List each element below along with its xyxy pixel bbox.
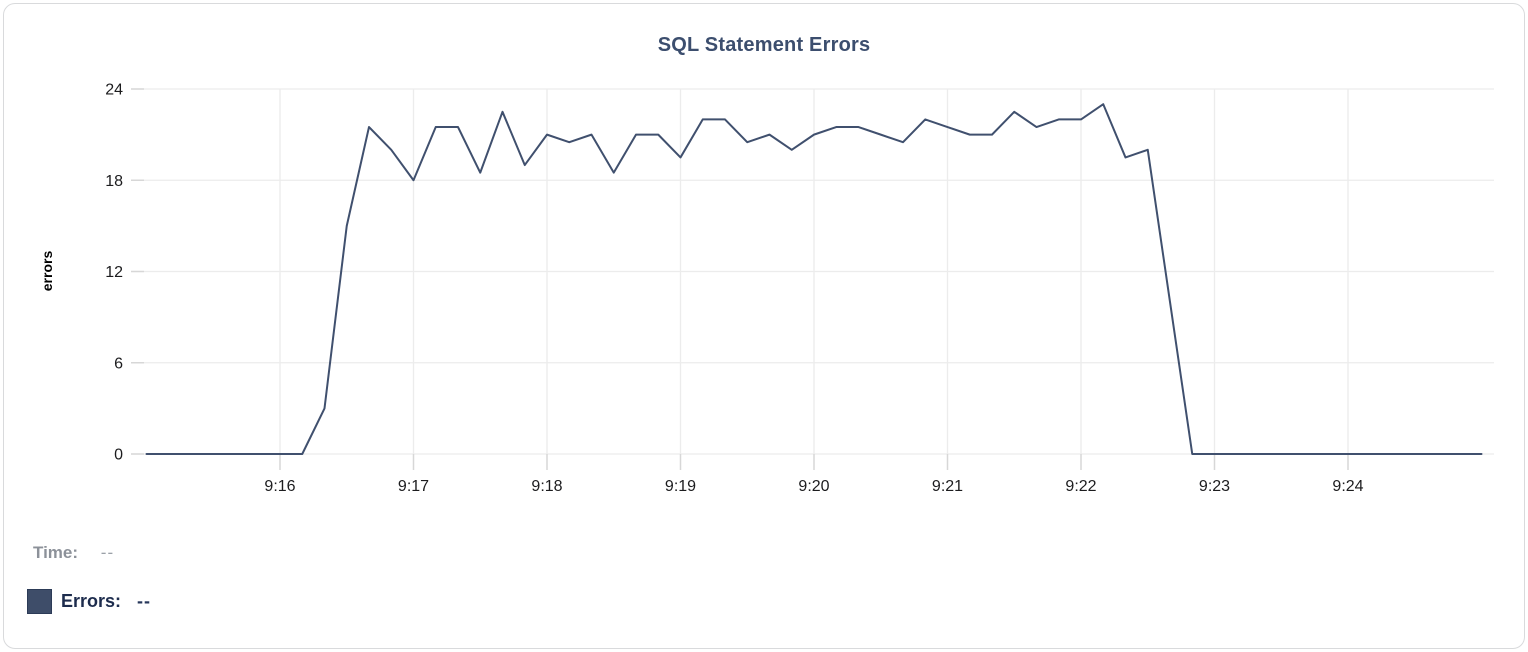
legend-errors-row[interactable]: Errors: -- <box>27 589 151 614</box>
legend-time-row: Time: -- <box>33 543 114 563</box>
legend-errors-label: Errors: <box>61 591 122 611</box>
legend-time-label: Time: <box>33 543 79 562</box>
x-axis-tick-label: 9:18 <box>531 478 562 495</box>
y-axis-tick-label: 18 <box>105 173 123 190</box>
y-axis-tick-label: 0 <box>114 447 123 464</box>
chart-title-text: SQL Statement Errors <box>657 34 871 56</box>
x-axis-tick-label: 9:17 <box>398 478 429 495</box>
legend-time-value: -- <box>100 543 115 562</box>
y-axis-tick-label: 24 <box>105 82 123 99</box>
legend-errors-value: -- <box>137 591 152 611</box>
x-axis-tick-label: 9:21 <box>932 478 963 495</box>
errors-series-line[interactable] <box>145 103 1483 455</box>
x-axis-tick-label: 9:22 <box>1065 478 1096 495</box>
x-axis-tick-label: 9:20 <box>798 478 829 495</box>
y-axis-tick-label: 12 <box>105 264 123 281</box>
chart-title[interactable]: SQL Statement Errors <box>4 34 1524 57</box>
x-axis-tick-label: 9:24 <box>1332 478 1363 495</box>
x-axis-tick-label: 9:16 <box>264 478 295 495</box>
x-axis-tick-label: 9:23 <box>1199 478 1230 495</box>
errors-series-swatch <box>27 589 52 614</box>
x-axis-tick-label: 9:19 <box>665 478 696 495</box>
y-axis-tick-label: 6 <box>114 355 123 372</box>
chart-title-chip: SQL Statement Errors <box>658 34 871 57</box>
errors-line-chart-canvas[interactable]: 0 6 12 18 24 9:16 9:17 9:18 9:19 9:20 9:21 9:22 9:23… <box>4 4 1525 516</box>
y-axis-label: errors <box>39 251 55 292</box>
chart-card: 0 6 12 18 24 9:16 9:17 9:18 9:19 9:20 9:21 9:22 9:23… <box>3 3 1525 649</box>
